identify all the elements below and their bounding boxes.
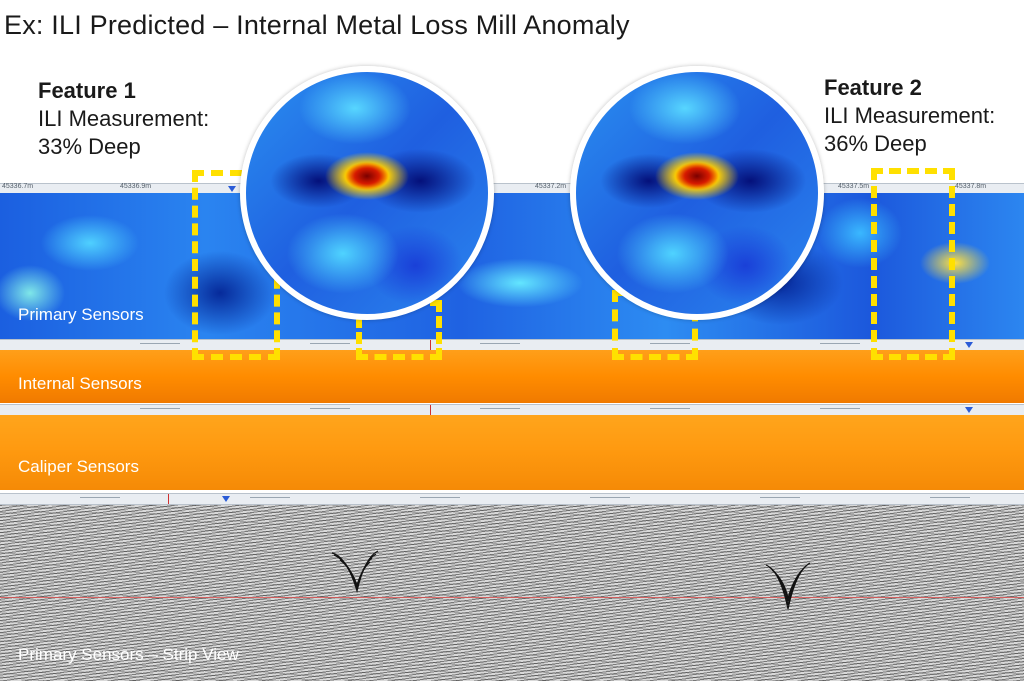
primary-sensors-panel[interactable]: Primary Sensors	[0, 193, 1024, 339]
caliper-sensors-panel[interactable]: Caliper Sensors	[0, 415, 1024, 490]
feature-1-zoom-circle[interactable]	[240, 66, 494, 320]
caliper-sensors-label: Caliper Sensors	[18, 457, 139, 476]
scale-label-3: 45337.2m	[535, 183, 567, 190]
feature-2-depth: 36% Deep	[824, 131, 927, 156]
strip-anomaly-traces	[331, 550, 811, 610]
position-marker-icon[interactable]	[965, 407, 973, 413]
position-marker-icon[interactable]	[228, 186, 236, 192]
strip-scale-bar[interactable]	[0, 493, 1024, 505]
primary-sensors-label: Primary Sensors	[18, 305, 144, 324]
position-marker-icon[interactable]	[965, 342, 973, 348]
feature-2-caption: Feature 2 ILI Measurement: 36% Deep	[824, 74, 995, 158]
scale-label-5: 45337.8m	[955, 183, 987, 190]
strip-view-label: Primary Sensors – Strip View	[18, 645, 239, 664]
feature-1-name: Feature 1	[38, 78, 136, 103]
scale-label-4: 45337.5m	[838, 183, 870, 190]
position-marker-icon[interactable]	[222, 496, 230, 502]
red-cursor-icon[interactable]	[430, 405, 431, 415]
page-title: Ex: ILI Predicted – Internal Metal Loss …	[4, 10, 630, 40]
strip-view-panel[interactable]: Primary Sensors – Strip View	[0, 505, 1024, 681]
feature-2-highlight-box-right	[871, 168, 955, 360]
feature-1-depth: 33% Deep	[38, 134, 141, 159]
scale-label-1: 45336.7m	[2, 183, 34, 190]
feature-2-name: Feature 2	[824, 75, 922, 100]
internal-sensors-label: Internal Sensors	[18, 374, 142, 393]
red-cursor-icon[interactable]	[430, 340, 431, 350]
strip-reference-line	[0, 597, 1024, 598]
red-cursor-icon[interactable]	[168, 494, 169, 504]
scale-label-2: 45336.9m	[120, 183, 152, 190]
feature-1-caption: Feature 1 ILI Measurement: 33% Deep	[38, 77, 209, 161]
feature-2-measurement-label: ILI Measurement:	[824, 103, 996, 128]
feature-2-zoom-circle[interactable]	[570, 66, 824, 320]
internal-sensors-panel[interactable]: Internal Sensors	[0, 350, 1024, 403]
feature-1-measurement-label: ILI Measurement:	[38, 106, 210, 131]
